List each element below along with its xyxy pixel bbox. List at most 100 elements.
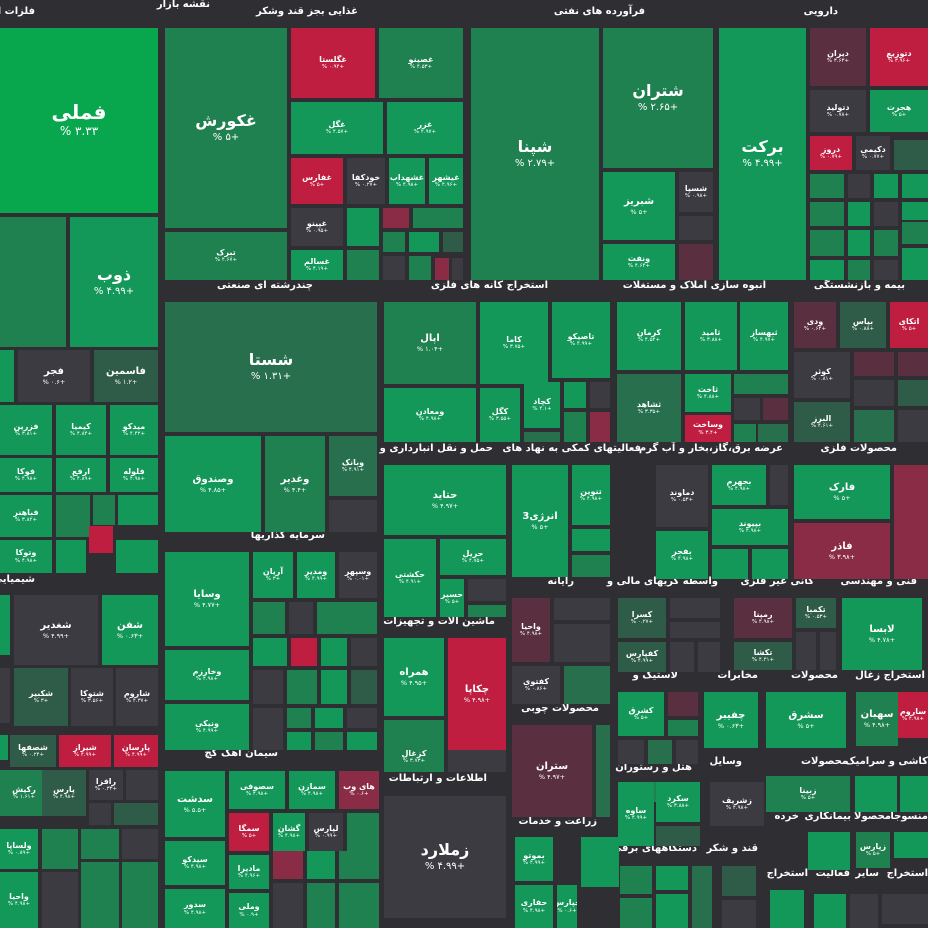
stock-tile-small[interactable] — [848, 202, 870, 226]
stock-tile-small[interactable] — [810, 174, 844, 198]
stock-tile[interactable]: شبریز +۵ % — [603, 172, 675, 240]
stock-tile[interactable]: لپارس +۰.۹۹ % — [309, 813, 343, 851]
stock-tile-small[interactable] — [670, 598, 720, 618]
stock-tile[interactable]: فجر +۰.۶ % — [18, 350, 90, 402]
stock-tile[interactable]: دتوزیع +۳.۹۶ % — [870, 28, 928, 86]
stock-tile-small[interactable] — [722, 866, 756, 896]
stock-tile-small[interactable] — [902, 248, 928, 280]
stock-tile-small[interactable] — [898, 352, 928, 376]
stock-tile[interactable]: غزر +۴.۹۷ % — [387, 102, 463, 154]
stock-tile[interactable]: ومدیر +۴.۹۹ % — [297, 552, 335, 598]
stock-tile[interactable]: ذوب +۴.۹۹ % — [70, 217, 158, 347]
stock-tile[interactable] — [770, 890, 804, 928]
stock-tile-small[interactable] — [81, 862, 119, 928]
stock-tile-small[interactable] — [329, 500, 377, 532]
stock-tile[interactable]: شاروم +۴.۳۷ % — [116, 668, 158, 726]
stock-tile-small[interactable] — [668, 692, 698, 716]
stock-tile-small[interactable] — [900, 776, 928, 812]
stock-tile[interactable]: سیدکو +۴.۹۸ % — [165, 841, 225, 885]
stock-tile-small[interactable] — [820, 632, 836, 670]
stock-tile-small[interactable] — [572, 529, 610, 551]
stock-tile-small[interactable] — [554, 598, 610, 620]
stock-tile-small[interactable] — [572, 555, 610, 577]
stock-tile-small[interactable] — [874, 174, 898, 198]
stock-tile[interactable]: وغدیر +۴.۴ % — [265, 436, 325, 532]
stock-tile[interactable]: ونفت +۴.۶۴ % — [603, 244, 675, 280]
stock-tile[interactable]: بموتو +۴.۹۹ % — [515, 837, 553, 881]
stock-tile-small[interactable] — [287, 708, 311, 728]
stock-tile-small[interactable] — [590, 412, 610, 442]
stock-tile[interactable]: مادیرا +۴.۹۶ % — [229, 855, 269, 889]
stock-tile-small[interactable] — [564, 382, 586, 408]
stock-tile-small[interactable] — [656, 826, 700, 846]
stock-tile-small[interactable] — [339, 883, 379, 928]
stock-tile[interactable]: ثشاهد +۳.۳۵ % — [617, 374, 681, 442]
stock-tile-small[interactable] — [89, 526, 113, 553]
stock-tile[interactable]: لابسا +۴.۷۸ % — [842, 598, 922, 670]
stock-tile-small[interactable] — [339, 851, 379, 879]
stock-tile-small[interactable] — [894, 832, 928, 858]
stock-tile-small[interactable] — [317, 602, 377, 634]
stock-tile[interactable]: گشان +۴.۹۸ % — [273, 813, 305, 851]
stock-tile-small[interactable] — [734, 398, 760, 420]
stock-tile[interactable]: غسالم +۴.۱۹ % — [291, 250, 343, 280]
stock-tile-small[interactable] — [722, 900, 756, 928]
stock-tile[interactable]: غصینو +۴.۵۳ % — [379, 28, 463, 98]
stock-tile[interactable]: کزغال +۳.۷۳ % — [384, 742, 444, 772]
stock-tile[interactable]: غکورش +۵ % — [165, 28, 287, 228]
stock-tile[interactable]: میدکو +۴.۴۲ % — [110, 405, 158, 455]
stock-tile[interactable]: کرمان +۴.۵۴ % — [617, 302, 681, 370]
stock-tile-small[interactable] — [902, 222, 928, 244]
stock-tile[interactable]: فلوله +۴.۹۸ % — [110, 458, 158, 492]
stock-tile-small[interactable] — [126, 770, 158, 800]
stock-tile-small[interactable] — [448, 750, 506, 772]
stock-tile-small[interactable] — [0, 217, 66, 347]
stock-tile-small[interactable] — [874, 230, 898, 256]
stock-tile-small[interactable] — [882, 894, 928, 924]
stock-tile[interactable]: ومعادن +۴.۹۸ % — [384, 388, 476, 442]
stock-tile[interactable]: سدشت +۵.۵ % — [165, 771, 225, 837]
stock-tile[interactable]: ودی +۰.۶۴ % — [794, 302, 836, 348]
stock-tile-small[interactable] — [42, 872, 78, 928]
stock-tile[interactable]: حتاید +۴.۹۷ % — [384, 465, 506, 535]
stock-tile[interactable]: بفجر +۴.۹۸ % — [656, 531, 708, 579]
stock-tile[interactable]: کسرا +۰.۲۷ % — [618, 598, 666, 638]
stock-tile-small[interactable] — [383, 256, 405, 280]
stock-tile-small[interactable] — [692, 866, 712, 928]
stock-tile-small[interactable] — [848, 174, 870, 198]
stock-tile-small[interactable] — [253, 638, 287, 666]
stock-tile-small[interactable] — [648, 740, 672, 764]
stock-tile[interactable]: رکیش +۱.۶۱ % — [0, 770, 48, 816]
stock-tile-small[interactable] — [56, 540, 86, 573]
stock-tile-small[interactable] — [114, 803, 158, 825]
stock-tile[interactable]: البرز +۴.۶۱ % — [794, 402, 850, 442]
stock-tile[interactable]: غگلستا +۰.۹۴ % — [291, 28, 375, 98]
stock-tile[interactable]: بجهرم +۴.۹۸ % — [712, 465, 766, 505]
stock-tile-small[interactable] — [56, 495, 90, 537]
stock-tile[interactable]: حفاری +۴.۹۸ % — [515, 885, 553, 928]
stock-tile-small[interactable] — [810, 230, 844, 256]
stock-tile[interactable]: غیشهر +۴.۹۶ % — [429, 158, 463, 204]
stock-tile[interactable]: آریان +۳ % — [253, 552, 293, 598]
stock-tile-small[interactable] — [0, 668, 10, 723]
stock-tile[interactable]: دماوند +۰.۵۳ % — [656, 465, 708, 527]
stock-tile-small[interactable] — [307, 883, 335, 928]
stock-tile[interactable]: حسیر +۵ % — [440, 579, 464, 617]
stock-tile-small[interactable] — [413, 208, 463, 228]
stock-tile-small[interactable] — [253, 670, 283, 704]
stock-tile[interactable]: غپینو +۰.۹۵ % — [291, 208, 343, 246]
stock-tile-small[interactable] — [0, 595, 10, 655]
stock-tile[interactable]: واحیا +۴.۹۸ % — [0, 872, 38, 928]
stock-tile[interactable]: سمگا +۵ % — [229, 813, 269, 851]
stock-tile[interactable]: سکرد +۳.۸۸ % — [656, 782, 700, 822]
stock-tile[interactable]: سهبان +۴.۹۸ % — [856, 692, 898, 746]
stock-tile[interactable]: کیمیا +۴.۸۴ % — [56, 405, 106, 455]
stock-tile[interactable]: وصندوق +۴.۸۵ % — [165, 436, 261, 532]
stock-tile-small[interactable] — [854, 380, 894, 406]
stock-tile[interactable]: کوثر +۰.۸۱ % — [794, 352, 850, 398]
stock-tile[interactable]: اپال +۱.۰۴ % — [384, 302, 476, 384]
stock-tile-small[interactable] — [468, 605, 506, 617]
stock-tile-small[interactable] — [734, 374, 788, 394]
stock-tile-small[interactable] — [443, 232, 463, 252]
stock-tile[interactable]: فارک +۵ % — [794, 465, 890, 519]
